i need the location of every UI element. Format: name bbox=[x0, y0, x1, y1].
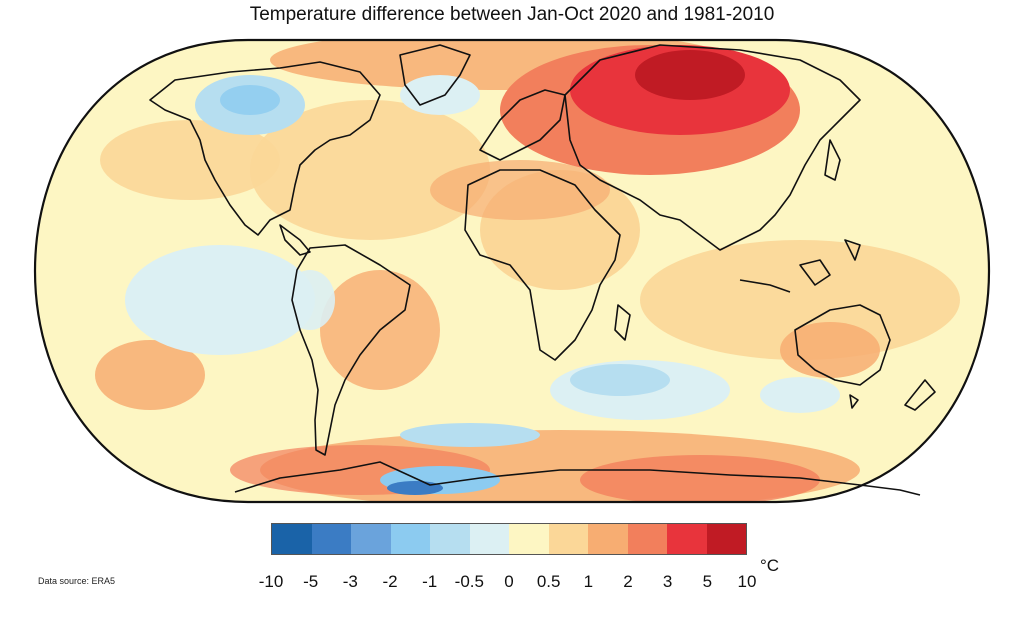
scale-swatch-5 bbox=[469, 524, 509, 554]
scale-swatch-3 bbox=[390, 524, 430, 554]
scale-tick-label: -3 bbox=[342, 572, 358, 591]
scale-swatch-10 bbox=[667, 524, 707, 554]
data-source-note: Data source: ERA5 bbox=[38, 576, 116, 586]
scale-tick-label: -1 bbox=[422, 572, 438, 591]
anomaly-field bbox=[35, 40, 989, 502]
coastlines bbox=[149, 44, 936, 496]
color-scale-bar bbox=[271, 523, 747, 555]
scale-tick-label: 2 bbox=[623, 572, 633, 591]
scale-tick-label: -10 bbox=[258, 572, 284, 591]
scale-swatch-6 bbox=[509, 524, 549, 554]
scale-swatch-9 bbox=[627, 524, 667, 554]
color-scale-ticks: -10 -5 -3 -2 -1 -0.5 0 0.5 1 2 3 5 10 bbox=[251, 572, 771, 594]
map-frame bbox=[34, 38, 990, 504]
scale-tick-label: 3 bbox=[662, 572, 673, 591]
scale-tick-label: 10 bbox=[737, 572, 757, 591]
unit-label: °C bbox=[760, 556, 780, 575]
scale-swatch-7 bbox=[548, 524, 588, 554]
map-title: Temperature difference between Jan-Oct 2… bbox=[249, 4, 775, 25]
scale-swatch-2 bbox=[351, 524, 391, 554]
scale-swatch-8 bbox=[588, 524, 628, 554]
scale-tick-label: 0 bbox=[504, 572, 514, 591]
scale-swatch-1 bbox=[311, 524, 351, 554]
scale-swatch-11 bbox=[706, 524, 746, 554]
scale-swatch-0 bbox=[272, 524, 312, 554]
scale-tick-label: 0.5 bbox=[536, 572, 561, 591]
scale-tick-label: -0.5 bbox=[454, 572, 484, 591]
scale-tick-label: -2 bbox=[382, 572, 398, 591]
scale-tick-label: -5 bbox=[303, 572, 319, 591]
scale-tick-label: 5 bbox=[702, 572, 713, 591]
scale-tick-label: 1 bbox=[583, 572, 594, 591]
scale-swatch-4 bbox=[430, 524, 470, 554]
